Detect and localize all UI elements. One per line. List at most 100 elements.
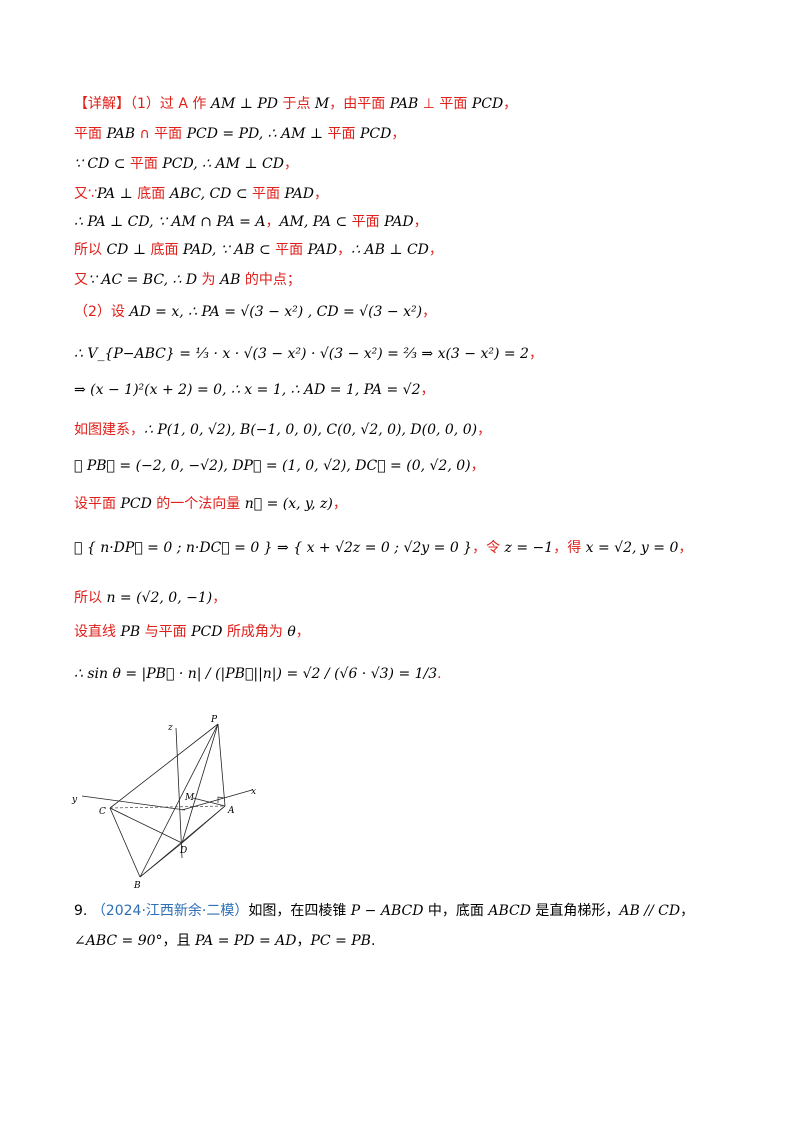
text: 的中点；	[240, 272, 301, 288]
text: .	[437, 666, 442, 682]
text: ，	[428, 242, 443, 258]
text: 平面	[347, 214, 385, 230]
text: 所以	[74, 242, 107, 258]
math-expr: z = −1	[504, 540, 554, 556]
solution-line-16: 设直线 PB 与平面 PCD 所成角为 θ，	[74, 622, 310, 642]
math-expr: ∴ sin θ = |PB⃗ · n| / (|PB⃗||n|) = √2 / …	[74, 666, 438, 682]
text: 过 A 作	[159, 96, 211, 112]
text: 又∵	[74, 186, 97, 202]
solution-line-15: 所以 n = (√2, 0, −1)，	[74, 588, 226, 608]
math-expr: PAD	[307, 242, 338, 258]
text: ，且	[162, 933, 195, 949]
solution-line-6: 所以 CD ⊥ 底面 PAD, ∵ AB ⊂ 平面 PAD，∴ AB ⊥ CD，	[74, 240, 443, 260]
math-expr: AB // CD	[619, 903, 681, 919]
math-expr: ∵ AC = BC, ∴ D	[88, 272, 198, 288]
math-expr: n⃗ = (x, y, z)	[244, 496, 333, 512]
math-expr: PAB	[106, 126, 135, 142]
solution-line-4: 又∵PA ⊥ 底面 ABC, CD ⊂ 平面 PAD，	[74, 184, 328, 204]
math-expr: x = √2, y = 0	[585, 540, 679, 556]
text: 设	[110, 304, 130, 320]
text: ，	[295, 624, 310, 640]
text: 所以	[74, 590, 107, 606]
text: ，令	[472, 540, 505, 556]
text: 于点	[278, 96, 315, 112]
text: 平面	[323, 126, 360, 142]
text: ，	[503, 96, 518, 112]
math-expr: ∴ PB⃗ = (−2, 0, −√2), DP⃗ = (1, 0, √2), …	[74, 458, 471, 474]
math-expr: AM ⊥ PD	[210, 96, 279, 112]
math-expr: PA = PD = AD	[195, 933, 297, 949]
math-expr: ∴ V_{P−ABC} = ⅓ · x · √(3 − x²) · √(3 − …	[74, 346, 529, 362]
part-2-marker: （2）	[74, 304, 111, 320]
math-expr: PCD = PD, ∴ AM ⊥	[186, 126, 324, 142]
math-expr: PB	[120, 624, 141, 640]
solution-line-5: ∴ PA ⊥ CD, ∵ AM ∩ PA = A，AM, PA ⊂ 平面 PAD…	[74, 212, 428, 232]
math-expr: ABCD	[488, 903, 531, 919]
math-expr: ABC, CD ⊂	[169, 186, 248, 202]
math-expr: AM, PA ⊂	[279, 214, 348, 230]
label-x: x	[251, 787, 256, 797]
math-expr: PCD, ∴ AM ⊥ CD	[162, 156, 284, 172]
text: 设直线	[74, 624, 121, 640]
pyramid-diagram: P z y x M C A D B	[71, 715, 256, 891]
text: ，	[337, 242, 352, 258]
text: 设平面	[74, 496, 121, 512]
text: ，	[313, 186, 328, 202]
text: ，	[413, 214, 428, 230]
math-expr: AD = x, ∴ PA = √(3 − x²) , CD = √(3 − x²…	[129, 304, 423, 320]
solution-line-10: ⇒ (x − 1)²(x + 2) = 0, ∴ x = 1, ∴ AD = 1…	[74, 380, 434, 400]
math-expr: ∵ CD ⊂	[74, 156, 126, 172]
solution-line-1: 【详解】（1）过 A 作 AM ⊥ PD 于点 M，由平面 PAB ⊥ 平面 P…	[74, 94, 517, 114]
math-expr: PCD	[120, 496, 152, 512]
text: 中，底面	[423, 903, 489, 919]
solution-line-13: 设平面 PCD 的一个法向量 n⃗ = (x, y, z)，	[74, 494, 347, 514]
question-source: （2024·江西新余·二模）	[91, 903, 249, 919]
label-z: z	[167, 723, 173, 733]
detail-label: 【详解】	[74, 96, 130, 112]
math-expr: ∴ PA ⊥ CD, ∵ AM ∩ PA = A	[74, 214, 266, 230]
text: ，	[296, 933, 311, 949]
text: 平面	[74, 126, 107, 142]
solution-line-3: ∵ CD ⊂ 平面 PCD, ∴ AM ⊥ CD，	[74, 154, 298, 174]
solution-line-14: ∴ { n·DP⃗ = 0 ; n·DC⃗ = 0 } ⇒ { x + √2z …	[74, 538, 692, 558]
text: 平面	[270, 242, 308, 258]
text: 如图，在四棱锥	[248, 903, 351, 919]
text: ，	[265, 214, 280, 230]
math-expr: P − ABCD	[350, 903, 424, 919]
text: 底面	[132, 186, 170, 202]
solution-line-9: ∴ V_{P−ABC} = ⅓ · x · √(3 − x²) · √(3 − …	[74, 344, 543, 364]
math-expr: PAB	[389, 96, 419, 112]
text: ，	[470, 458, 485, 474]
math-expr: n = (√2, 0, −1)	[106, 590, 213, 606]
text: ⊥ 平面	[418, 96, 472, 112]
text: 又	[74, 272, 88, 288]
solution-line-8: （2）设 AD = x, ∴ PA = √(3 − x²) , CD = √(3…	[74, 302, 436, 322]
math-expr: AB	[219, 272, 241, 288]
label-y: y	[71, 795, 78, 805]
text: ，	[212, 590, 227, 606]
solution-line-7: 又∵ AC = BC, ∴ D 为 AB 的中点；	[74, 270, 301, 290]
math-expr: ⇒ (x − 1)²(x + 2) = 0, ∴ x = 1, ∴ AD = 1…	[74, 382, 421, 398]
text: ，	[283, 156, 298, 172]
text: ，得	[553, 540, 586, 556]
label-D: D	[179, 846, 187, 856]
label-C: C	[99, 807, 106, 817]
text: ，	[477, 422, 492, 438]
text: ，由平面	[329, 96, 390, 112]
solution-line-2: 平面 PAB ∩ 平面 PCD = PD, ∴ AM ⊥ 平面 PCD，	[74, 124, 405, 144]
label-A: A	[227, 806, 235, 816]
pyramid-figure: P z y x M C A D B	[60, 710, 310, 895]
question-9-line-1: 9. （2024·江西新余·二模）如图，在四棱锥 P − ABCD 中，底面 A…	[74, 900, 694, 922]
math-expr: PAD	[284, 186, 314, 202]
math-expr: CD ⊥	[106, 242, 147, 258]
math-expr: PCD	[359, 126, 392, 142]
solution-line-17: ∴ sin θ = |PB⃗ · n| / (|PB⃗||n|) = √2 / …	[74, 664, 442, 684]
question-number: 9.	[74, 903, 88, 919]
text: 与平面	[140, 624, 192, 640]
math-expr: PA ⊥	[96, 186, 133, 202]
text: 的一个法向量	[151, 496, 245, 512]
text: 是直角梯形，	[530, 903, 620, 919]
solution-line-11: 如图建系，∴ P(1, 0, √2), B(−1, 0, 0), C(0, √2…	[74, 420, 491, 440]
text: 如图建系，	[74, 422, 144, 438]
text: ，	[420, 382, 435, 398]
